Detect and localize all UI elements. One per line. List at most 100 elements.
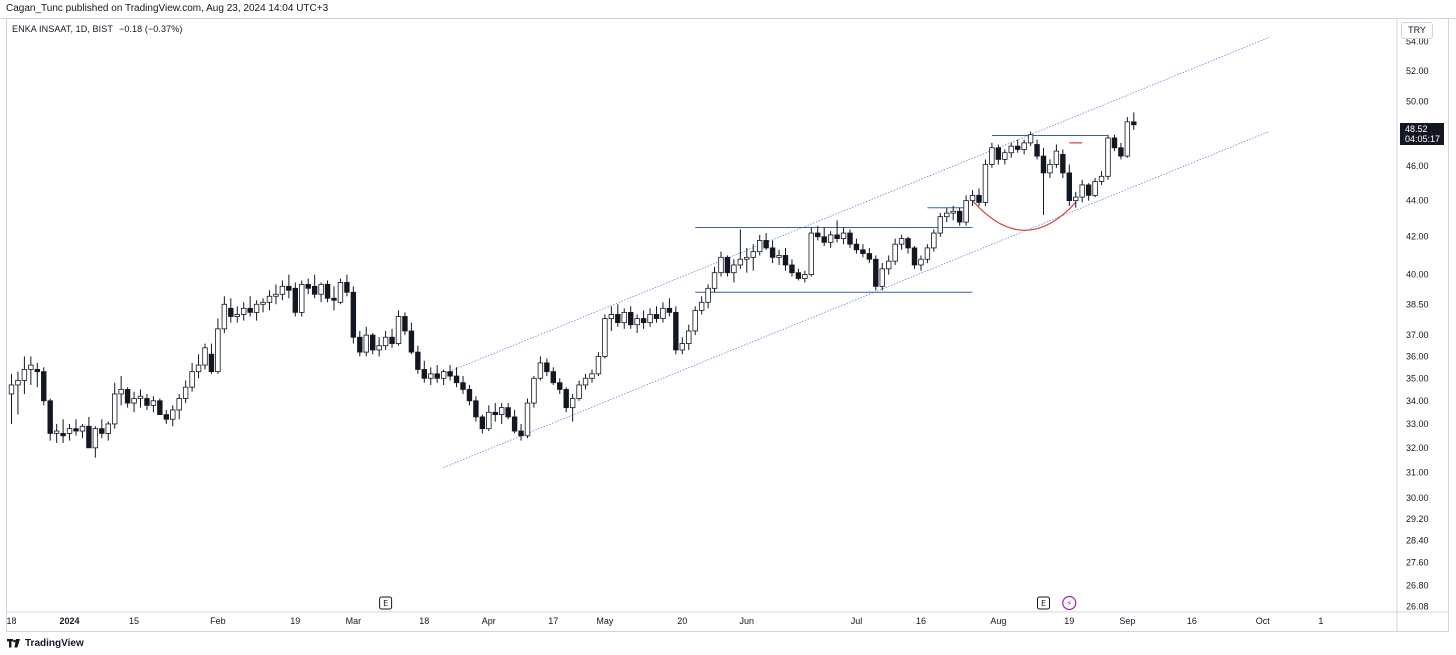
candle — [131, 391, 137, 413]
candle — [215, 318, 221, 374]
candle-body — [937, 216, 943, 234]
earnings-marker-aug[interactable]: E — [1037, 596, 1050, 610]
candle — [989, 142, 995, 168]
candle-body — [286, 285, 292, 291]
candle — [1034, 139, 1040, 160]
candle-body — [582, 377, 589, 386]
candle-body — [311, 285, 318, 295]
candle-body — [886, 260, 892, 270]
candle-body — [376, 345, 382, 351]
candle — [750, 244, 756, 271]
candle-body — [621, 311, 627, 324]
candle — [266, 290, 273, 311]
candle-body — [544, 362, 550, 373]
channel-upper-line[interactable] — [443, 36, 1270, 375]
candle-body — [28, 364, 34, 370]
candle — [195, 354, 202, 379]
candle-body — [324, 283, 331, 299]
candle — [389, 328, 395, 348]
candle-body — [112, 393, 118, 425]
time-tick-label: 19 — [290, 616, 300, 626]
time-tick-label: 17 — [548, 616, 558, 626]
candle — [479, 414, 486, 434]
candle-body — [208, 353, 215, 373]
candle-body — [131, 398, 137, 404]
time-tick-label: Sep — [1119, 616, 1135, 626]
event-label: E — [1041, 599, 1046, 608]
candle — [853, 238, 860, 254]
candle — [47, 398, 53, 441]
tradingview-brand[interactable]: TradingView — [7, 638, 84, 649]
candle — [41, 367, 47, 406]
candle — [531, 376, 537, 408]
candle — [53, 423, 60, 443]
rounding-bottom-arc[interactable] — [972, 200, 1077, 231]
candle — [202, 343, 208, 370]
candle-body — [86, 425, 92, 449]
candle — [1131, 112, 1137, 130]
candle — [221, 296, 228, 334]
candle-body — [640, 318, 647, 324]
candle-body — [524, 402, 531, 437]
candle-body — [92, 428, 99, 449]
candle-body — [337, 282, 344, 303]
candle — [73, 419, 79, 436]
chart-frame — [6, 18, 1449, 632]
earnings-marker-mar[interactable]: E — [379, 596, 393, 610]
candle — [550, 367, 556, 385]
candle-body — [963, 200, 969, 223]
time-tick-label: Aug — [990, 616, 1006, 626]
publisher-text: Cagan_Tunc published on TradingView.com,… — [6, 3, 329, 14]
candle — [395, 310, 402, 346]
candle-body — [447, 371, 453, 377]
candle-body — [331, 297, 337, 301]
candle — [1079, 179, 1085, 203]
candle-body — [434, 373, 440, 379]
channel-lower-line[interactable] — [443, 131, 1270, 468]
candle — [886, 255, 892, 275]
candle-body — [15, 380, 21, 386]
brand-name: TradingView — [25, 638, 84, 649]
candle — [440, 369, 447, 385]
candle-body — [1060, 154, 1066, 174]
candle — [763, 233, 769, 250]
candle — [905, 236, 911, 254]
candle — [408, 322, 415, 355]
candle-body — [628, 311, 634, 326]
price-tick-label: 42.00 — [1406, 232, 1429, 242]
candle-body — [273, 293, 279, 297]
candle — [718, 251, 724, 277]
candle — [692, 306, 698, 336]
time-tick-label: Mar — [346, 616, 362, 626]
candle-body — [60, 433, 66, 437]
price-tick-label: 35.00 — [1406, 373, 1429, 383]
candle — [286, 274, 292, 299]
price-tick-label: 36.00 — [1406, 351, 1429, 361]
candle — [66, 423, 73, 441]
candle — [299, 280, 305, 317]
candle — [376, 337, 382, 357]
candle — [118, 376, 124, 406]
candle — [911, 246, 918, 269]
candle-body — [802, 274, 808, 279]
candle-body — [518, 430, 524, 437]
candle-body — [221, 303, 228, 330]
candle — [698, 296, 705, 315]
candle — [1118, 142, 1124, 160]
candle — [350, 286, 357, 344]
candle — [737, 229, 744, 269]
candle — [918, 255, 924, 271]
tradingview-logo-icon — [7, 639, 20, 648]
candle — [60, 419, 66, 443]
dividend-marker-aug[interactable]: ⚡ — [1062, 595, 1077, 611]
symbol-legend[interactable]: ENKA INSAAT, 1D, BIST −0.18 (−0.37%) — [12, 24, 182, 34]
candle — [705, 284, 711, 309]
currency-button[interactable]: TRY — [1401, 22, 1433, 39]
candle-body — [1098, 175, 1105, 182]
candle — [150, 396, 157, 413]
candle-body — [795, 272, 802, 279]
candle-body — [21, 369, 28, 381]
candle-body — [1118, 147, 1124, 157]
candle — [518, 423, 524, 441]
